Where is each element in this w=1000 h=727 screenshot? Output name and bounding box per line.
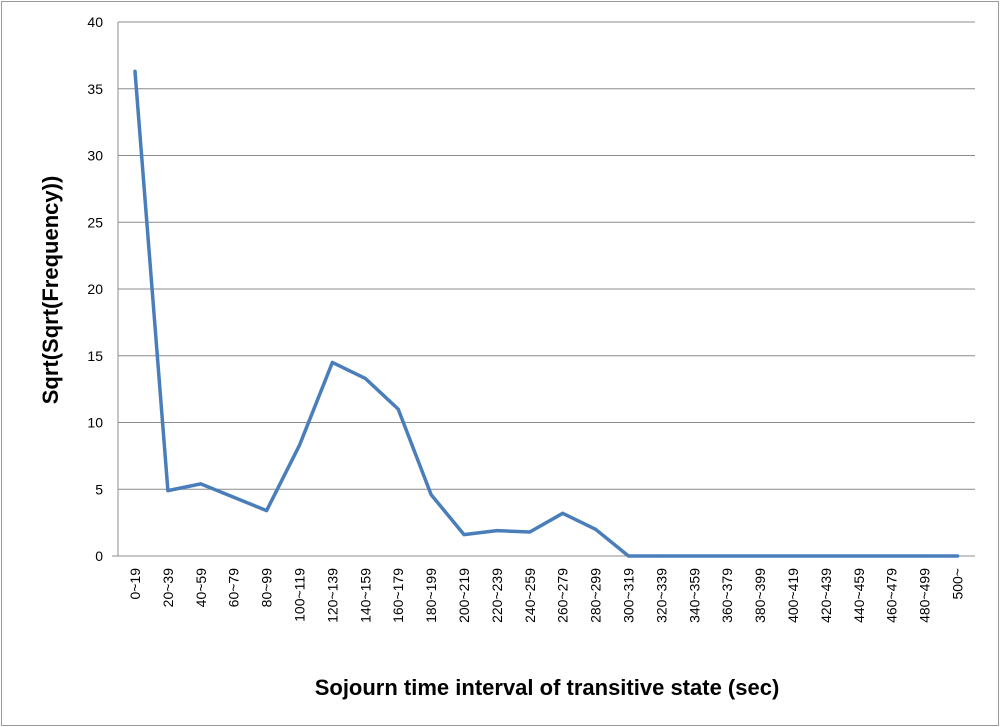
data-point (791, 554, 795, 558)
data-point (659, 554, 663, 558)
x-tick-label: 140~159 (357, 568, 373, 623)
x-tick-label: 60~79 (226, 568, 242, 608)
x-tick-label: 280~299 (588, 568, 604, 623)
data-point (528, 530, 532, 534)
y-tick-label: 10 (87, 415, 103, 431)
x-tick-labels: 0~19 20~39 40~59 60~79 80~99 100~119 120~139 14… (127, 568, 966, 623)
x-axis-title: Sojourn time interval of transitive stat… (315, 675, 780, 700)
x-tick-label: 400~419 (785, 568, 801, 623)
x-tick-label: 500~ (950, 568, 966, 600)
y-tick-label: 40 (87, 14, 103, 30)
y-tick-label: 25 (87, 214, 103, 230)
data-point (265, 509, 269, 513)
data-point (199, 482, 203, 486)
data-point (133, 69, 137, 73)
x-tick-label: 320~339 (653, 568, 669, 623)
data-point (429, 493, 433, 497)
y-axis-title: Sqrt(Sqrt(Frequency)) (38, 176, 63, 405)
x-tick-label: 40~59 (193, 568, 209, 608)
x-tick-label: 240~259 (522, 568, 538, 623)
data-point (890, 554, 894, 558)
y-tick-label: 5 (95, 481, 103, 497)
data-point (725, 554, 729, 558)
x-tick-label: 300~319 (621, 568, 637, 623)
x-tick-label: 220~239 (489, 568, 505, 623)
data-point (363, 376, 367, 380)
y-tick-label: 0 (95, 548, 103, 564)
x-tick-label: 80~99 (259, 568, 275, 608)
data-point (495, 529, 499, 533)
y-tick-label: 35 (87, 81, 103, 97)
x-tick-label: 420~439 (818, 568, 834, 623)
x-tick-label: 20~39 (160, 568, 176, 608)
x-tick-label: 260~279 (555, 568, 571, 623)
data-point (758, 554, 762, 558)
x-tick-label: 340~359 (686, 568, 702, 623)
data-point (462, 533, 466, 537)
data-point (594, 527, 598, 531)
data-point (824, 554, 828, 558)
data-point (692, 554, 696, 558)
data-point (330, 360, 334, 364)
data-point (232, 495, 236, 499)
x-tick-label: 360~379 (719, 568, 735, 623)
data-point (298, 443, 301, 447)
x-tick-label: 480~499 (917, 568, 933, 623)
x-tick-label: 180~199 (423, 568, 439, 623)
x-tick-label: 200~219 (456, 568, 472, 623)
x-tick-label: 160~179 (390, 568, 406, 623)
gridlines (118, 21, 975, 490)
x-tick-label: 440~459 (851, 568, 867, 623)
data-point (166, 489, 170, 493)
x-tick-label: 100~119 (292, 568, 308, 622)
y-tick-label: 30 (87, 148, 103, 164)
data-point (956, 554, 959, 558)
x-tick-label: 120~139 (324, 568, 340, 623)
series-line (133, 69, 960, 558)
data-point (396, 407, 400, 411)
data-point (561, 511, 565, 515)
data-point (923, 554, 927, 558)
data-point (627, 554, 630, 558)
data-point (857, 554, 861, 558)
x-tick-label: 380~399 (752, 568, 768, 623)
y-tick-labels: 0 5 10 15 20 25 30 35 40 (87, 14, 103, 564)
y-tick-label: 15 (87, 348, 103, 364)
x-tick-label: 0~19 (127, 568, 143, 600)
series (133, 69, 960, 558)
x-tick-label: 460~479 (884, 568, 900, 623)
y-tick-label: 20 (87, 281, 103, 297)
